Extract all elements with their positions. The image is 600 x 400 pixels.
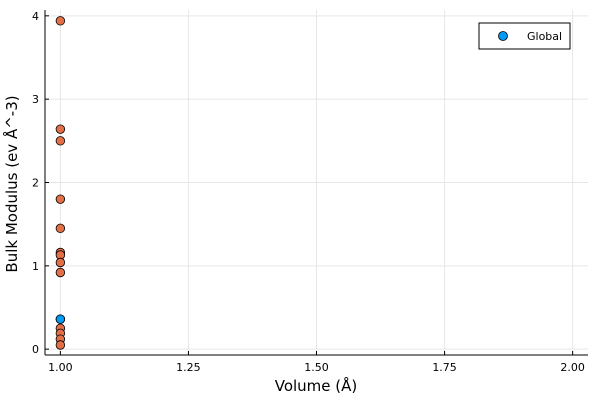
data-point (55, 267, 66, 278)
tick-labels: 1.00 1.25 1.50 1.75 2.00 0 1 2 3 4 (32, 10, 585, 374)
data-point (55, 223, 66, 234)
x-tick-label: 1.75 (432, 361, 457, 374)
grid (45, 10, 588, 355)
legend-label-global: Global (527, 30, 562, 43)
data-point (55, 194, 66, 204)
legend-marker-global (498, 31, 508, 41)
y-tick-label: 4 (32, 10, 39, 23)
data-point (55, 257, 66, 268)
x-tick-label: 1.50 (304, 361, 329, 374)
y-tick-label: 0 (32, 343, 39, 356)
x-axis-label: Volume (Å) (275, 376, 358, 395)
x-tick-label: 1.25 (176, 361, 201, 374)
y-tick-label: 1 (32, 260, 39, 273)
data-point (55, 16, 66, 26)
data-point-global (55, 314, 66, 324)
data-points (55, 16, 66, 350)
y-tick-label: 3 (32, 93, 39, 106)
legend-box (478, 22, 571, 50)
data-point (55, 136, 66, 146)
data-point (55, 124, 66, 134)
y-tick-label: 2 (32, 177, 39, 190)
x-tick-label: 2.00 (560, 361, 585, 374)
y-axis-label: Bulk Modulus (ev Å^-3) (2, 95, 21, 272)
data-point (55, 340, 66, 350)
axes (44, 10, 588, 356)
legend: Global (478, 22, 571, 50)
x-tick-label: 1.00 (48, 361, 73, 374)
